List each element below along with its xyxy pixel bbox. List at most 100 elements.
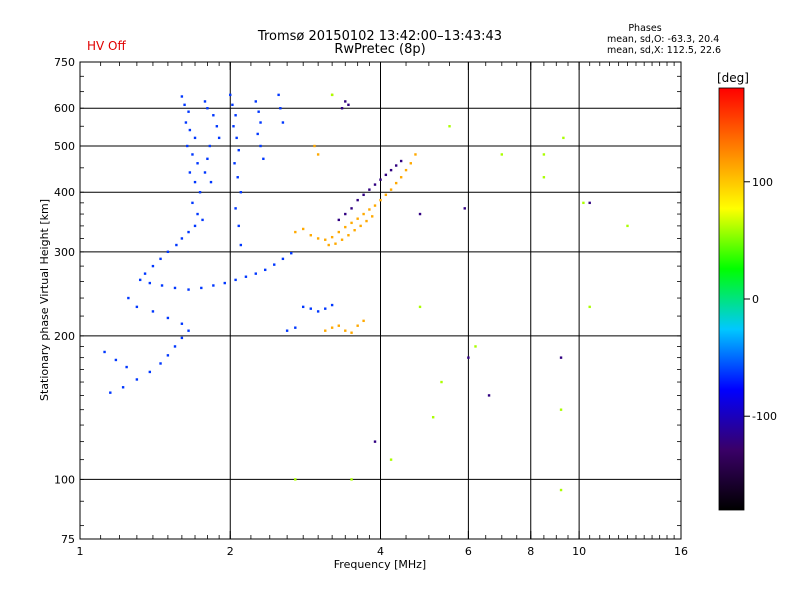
data-point [187, 230, 190, 234]
data-point [206, 157, 209, 161]
data-point [379, 178, 382, 181]
data-point [281, 257, 285, 261]
x-grid [229, 62, 580, 539]
data-point [500, 153, 504, 156]
data-point [285, 329, 289, 332]
data-point [448, 125, 451, 128]
data-point [256, 132, 259, 136]
data-point [404, 168, 408, 172]
data-point [159, 257, 162, 261]
plot-area [79, 61, 682, 540]
x-tick-label: 10 [572, 545, 586, 558]
chart-title: Tromsø 20150102 13:42:00–13:43:43 [257, 29, 502, 44]
data-point [337, 324, 341, 327]
data-points [103, 93, 629, 492]
data-point [487, 394, 491, 397]
data-point [340, 107, 344, 110]
data-point [125, 365, 128, 369]
data-point [200, 286, 203, 290]
stats-o: mean, sd,O: -63.3, 20.4 [607, 34, 719, 45]
data-point [389, 188, 393, 191]
data-point [148, 281, 152, 285]
data-point [180, 322, 184, 325]
data-point [193, 180, 197, 184]
data-point [262, 157, 265, 161]
data-point [316, 237, 320, 240]
data-point [365, 219, 368, 223]
data-point [327, 243, 330, 247]
data-point [180, 336, 184, 340]
data-point [474, 345, 477, 348]
data-point [389, 458, 393, 461]
data-point [362, 319, 365, 323]
data-point [337, 218, 341, 222]
data-point [379, 198, 382, 202]
data-point [316, 153, 320, 156]
data-point [389, 168, 393, 172]
data-point [281, 121, 285, 124]
x-tick-label: 8 [527, 545, 534, 558]
chart-subtitle: RwPretec (8p) [334, 42, 425, 57]
data-point [356, 217, 359, 220]
data-point [159, 362, 162, 365]
data-point [330, 235, 334, 239]
data-point [206, 107, 209, 110]
data-point [232, 125, 235, 128]
data-point [173, 345, 177, 348]
data-point [344, 100, 347, 103]
data-point [239, 191, 243, 194]
data-point [356, 324, 359, 327]
data-point [148, 370, 152, 374]
data-point [166, 250, 170, 254]
y-tick-label: 200 [54, 330, 75, 343]
y-tick-labels: 75 100 200 300 400 500 600 750 [54, 56, 75, 546]
data-point [316, 310, 320, 313]
data-point [340, 238, 344, 241]
data-point [294, 478, 297, 481]
data-point [186, 144, 189, 148]
data-point [582, 201, 585, 205]
y-tick-label: 500 [54, 140, 75, 153]
data-point [337, 230, 341, 234]
data-point [467, 356, 470, 359]
data-point [294, 326, 297, 329]
data-point [559, 356, 563, 359]
data-point [191, 201, 194, 205]
y-tick-label: 600 [54, 102, 75, 115]
data-point [394, 181, 398, 185]
x-axis-label: Frequency [MHz] [334, 558, 426, 571]
data-point [356, 198, 359, 202]
data-point [237, 224, 240, 228]
data-point [209, 180, 213, 184]
data-point [244, 275, 248, 278]
y-tick-label: 300 [54, 246, 75, 259]
data-point [187, 288, 190, 291]
y-minor-ticks [80, 75, 681, 527]
hv-status: HV Off [87, 39, 126, 53]
data-point [264, 268, 267, 272]
y-tick-label: 750 [54, 56, 75, 69]
data-point [294, 230, 297, 234]
data-point [344, 225, 347, 229]
data-point [368, 188, 371, 191]
data-point [542, 176, 546, 179]
data-point [231, 103, 234, 107]
data-point [353, 228, 356, 232]
data-point [330, 93, 334, 97]
data-point [273, 263, 276, 266]
data-point [237, 148, 240, 152]
data-point [347, 103, 350, 107]
data-point [114, 358, 118, 362]
data-point [151, 264, 155, 268]
data-point [229, 93, 232, 97]
x-tick-label: 16 [674, 545, 688, 558]
data-point [368, 208, 371, 211]
data-point [344, 329, 347, 332]
data-point [236, 176, 239, 179]
colorbar-gradient [718, 87, 745, 511]
data-point [254, 100, 257, 103]
data-point [135, 305, 139, 309]
data-point [188, 128, 192, 132]
y-tick-label: 75 [61, 533, 75, 546]
